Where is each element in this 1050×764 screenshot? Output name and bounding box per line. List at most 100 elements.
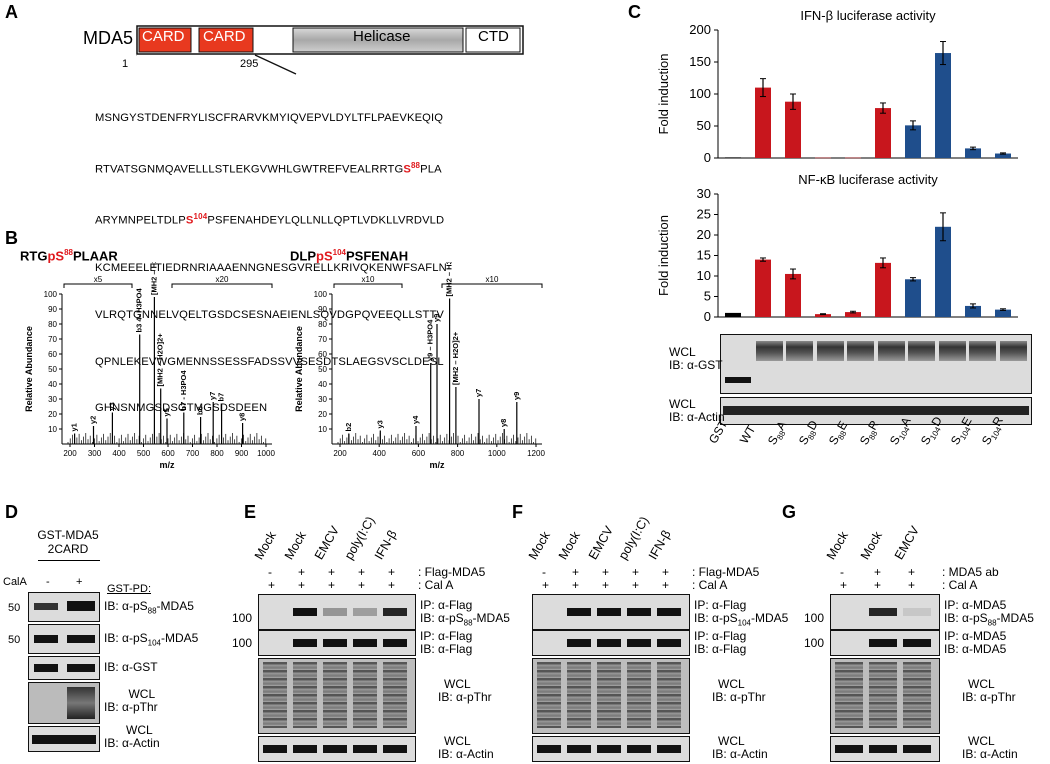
- d-mw-2: 50: [8, 634, 21, 646]
- spec-ytick-1-7: 80: [318, 320, 327, 329]
- panel-label-c: C: [628, 2, 641, 22]
- gst-band-8: [969, 341, 996, 361]
- panelF-blot-3: [532, 658, 690, 734]
- spec-ytick-0-4: 50: [48, 365, 57, 374]
- spec-xtick-1-2: 600: [412, 449, 426, 458]
- bar-1-WT: [755, 259, 771, 317]
- bar-0-S104A: [905, 125, 921, 158]
- bar-0-S88A: [785, 101, 801, 158]
- panelG-blot-1: [830, 594, 940, 630]
- y-tick-0-0: 0: [704, 150, 711, 165]
- panelF-row2-4: +: [662, 578, 670, 592]
- panelF-lane-2: EMCV: [585, 523, 617, 562]
- spec-xlabel-1: m/z: [429, 460, 445, 470]
- panelE-mw-1: 100: [232, 611, 253, 625]
- spec-peak-label-1-5: [MH2 – H3PO4]2+: [445, 262, 454, 297]
- spec-xtick-1-0: 200: [333, 449, 347, 458]
- spec-xtick-1-4: 1000: [488, 449, 506, 458]
- spec-xtick-0-7: 900: [235, 449, 249, 458]
- card2-label: CARD: [203, 28, 246, 45]
- spec-ytick-1-8: 90: [318, 305, 327, 314]
- panelG-blot-3: [830, 658, 940, 734]
- panelF-lane-1: Mock: [555, 529, 583, 562]
- spectrum-2: 10 20 30 40 50 60 70 80 90 100 200 400 600 800 1000 120…: [294, 262, 545, 470]
- panelF-row1-2: +: [602, 565, 610, 579]
- panelE-lane-4: IFN-β: [371, 527, 400, 562]
- blot-c-actin-label: WCL IB: α-Actin: [669, 397, 725, 424]
- panelF-blot-2: [532, 630, 690, 656]
- bar-0-GST: [725, 157, 741, 158]
- panelF-row1-3: +: [632, 565, 640, 579]
- d-gst-pd: GST-PD:: [107, 583, 152, 595]
- bar-1-S88E: [845, 312, 861, 317]
- spec-xlabel-0: m/z: [159, 460, 175, 470]
- y-tick-1-2: 10: [697, 268, 711, 283]
- d-mw-1: 50: [8, 602, 21, 614]
- card1-box: [138, 27, 192, 53]
- spec-xtick-1-5: 1200: [527, 449, 545, 458]
- card2-box: [198, 27, 254, 53]
- gst-band-1: [755, 341, 783, 361]
- panel-label-e: E: [244, 502, 257, 522]
- c-lane-label-1: WT: [736, 422, 758, 446]
- gst-band-5: [877, 341, 905, 361]
- panelF-row2-label: : Cal A: [692, 578, 728, 592]
- spec-ytick-1-1: 20: [318, 410, 327, 419]
- panelG-lane-0: Mock: [823, 529, 851, 562]
- spectrum-1: 10 20 30 40 50 60 70 80 90 100 200 300 400 500 600 700 8…: [24, 262, 275, 470]
- gst-band-3: [816, 341, 844, 361]
- spec-ytick-0-9: 100: [44, 290, 58, 299]
- spec-xtick-1-3: 800: [451, 449, 465, 458]
- spec-peak-label-0-10: b7: [217, 393, 226, 402]
- spec-peak-label-0-5: [MH2 – H2O]2+: [156, 333, 165, 387]
- spec-peak-label-0-3: b3 4- H3PO4: [135, 287, 144, 332]
- ifn-beta-chart: IFN-β luciferase activity 0 50 100 150 200 Fol…: [656, 8, 1018, 165]
- panelE-mw-2: 100: [232, 636, 253, 650]
- spec-xtick-0-0: 200: [63, 449, 77, 458]
- y-tick-0-1: 50: [697, 118, 711, 133]
- panelE-label-2: IP: α-Flag IB: α-Flag: [420, 629, 473, 656]
- panelG-row2-label: : Cal A: [942, 578, 978, 592]
- ctd-box: [465, 27, 521, 53]
- spec-ytick-0-7: 80: [48, 320, 57, 329]
- panelE-lane-1: Mock: [281, 529, 309, 562]
- spec-xtick-1-1: 400: [373, 449, 387, 458]
- y-tick-0-2: 100: [689, 86, 711, 101]
- spec-ytick-0-1: 20: [48, 410, 57, 419]
- spec-ytick-1-3: 40: [318, 380, 327, 389]
- spec-peak-label-0-8: b6: [196, 406, 205, 415]
- panelG-row2-2: +: [908, 578, 916, 592]
- panelF-row2-2: +: [602, 578, 610, 592]
- ctd-label: CTD: [478, 28, 509, 45]
- panelG-label-1: IP: α-MDA5 IB: α-pS88-MDA5: [944, 598, 1034, 628]
- panelF-row2-3: +: [632, 578, 640, 592]
- spec-peak-label-1-4: y9: [432, 314, 441, 322]
- d-blot-4: [28, 682, 100, 724]
- panelE-lane-2: EMCV: [311, 523, 343, 562]
- panelG-row1-2: +: [908, 565, 916, 579]
- spec-xtick-0-6: 800: [210, 449, 224, 458]
- panelE-lane-0: Mock: [251, 529, 279, 562]
- panelF-row1-4: +: [662, 565, 670, 579]
- y-axis-label-1: Fold induction: [656, 215, 671, 296]
- chart-title-1: NF-κB luciferase activity: [798, 172, 938, 187]
- d-label-5: WCL IB: α-Actin: [104, 723, 160, 750]
- gst-band-6: [908, 341, 935, 361]
- spec-peak-label-0-6: y5: [162, 408, 171, 416]
- spec-peak-label-0-7: b7 - H3PO4: [179, 370, 188, 411]
- bar-0-S104R: [995, 153, 1011, 158]
- panelF-label-4: WCL IB: α-Actin: [712, 734, 768, 761]
- spec-ylabel-0: Relative Abundance: [24, 326, 34, 412]
- bar-1-S104E: [965, 305, 981, 317]
- d-label-4: WCL IB: α-pThr: [104, 687, 158, 714]
- y-tick-1-4: 20: [697, 227, 711, 242]
- y-tick-1-5: 25: [697, 207, 711, 222]
- panelE-blot-3: [258, 658, 416, 734]
- panelG-row2-1: +: [874, 578, 882, 592]
- y-tick-1-0: 0: [704, 309, 711, 324]
- panelE-label-4: WCL IB: α-Actin: [438, 734, 494, 761]
- spec-xtick-0-8: 1000: [257, 449, 275, 458]
- blot-c-gst: [720, 334, 1032, 394]
- spec-xtick-0-4: 600: [161, 449, 175, 458]
- spec-xtick-0-3: 500: [137, 449, 151, 458]
